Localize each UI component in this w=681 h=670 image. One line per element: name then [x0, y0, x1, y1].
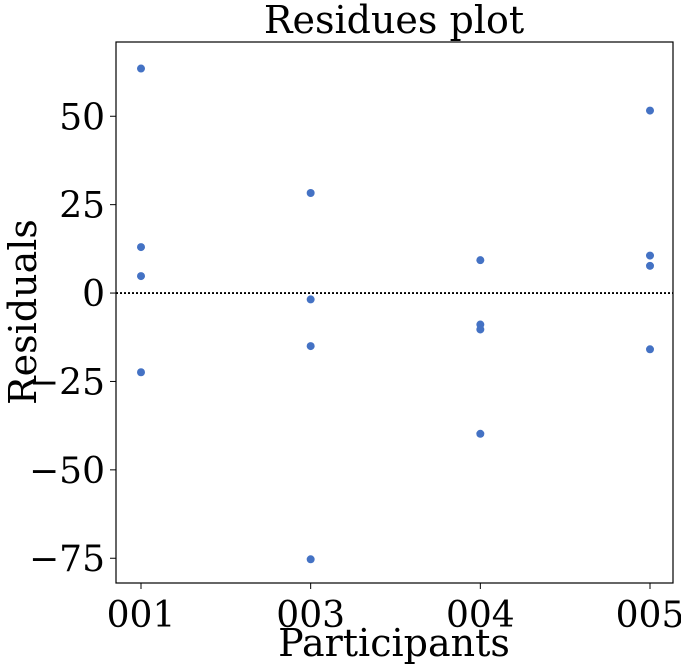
y-tick-label: 50 — [59, 97, 105, 138]
data-point — [137, 243, 145, 252]
data-point — [306, 295, 315, 304]
y-tick-label: −75 — [29, 539, 105, 580]
data-point — [137, 64, 145, 73]
chart-title: Residues plot — [264, 0, 524, 42]
plot-frame — [115, 41, 674, 584]
data-point — [306, 555, 315, 564]
y-tick-label: 0 — [82, 274, 105, 315]
data-point — [137, 272, 145, 281]
x-tick-label: 001 — [107, 595, 176, 636]
y-tick-label: −25 — [29, 362, 105, 403]
x-tick-label: 004 — [446, 595, 515, 636]
data-point — [646, 345, 654, 354]
points-layer — [137, 64, 654, 564]
data-point — [306, 342, 315, 351]
x-tick-label: 005 — [616, 595, 681, 636]
data-point — [646, 261, 654, 270]
plot-area: 50 25 0 −25 −50 −75 001 003 004 005 — [29, 41, 681, 636]
x-axis-ticks: 001 003 004 005 — [107, 583, 681, 636]
y-tick-label: −50 — [29, 451, 105, 492]
y-axis-label: Residuals — [1, 219, 45, 405]
data-point — [476, 256, 485, 265]
data-point — [476, 325, 485, 334]
x-axis-label: Participants — [278, 621, 510, 665]
x-tick-label: 003 — [276, 595, 345, 636]
data-point — [646, 251, 654, 260]
data-point — [476, 429, 485, 438]
data-point — [646, 106, 654, 115]
y-tick-label: 25 — [59, 186, 105, 227]
data-point — [306, 188, 315, 197]
data-point — [137, 368, 145, 377]
y-axis-ticks: 50 25 0 −25 −50 −75 — [29, 97, 116, 580]
